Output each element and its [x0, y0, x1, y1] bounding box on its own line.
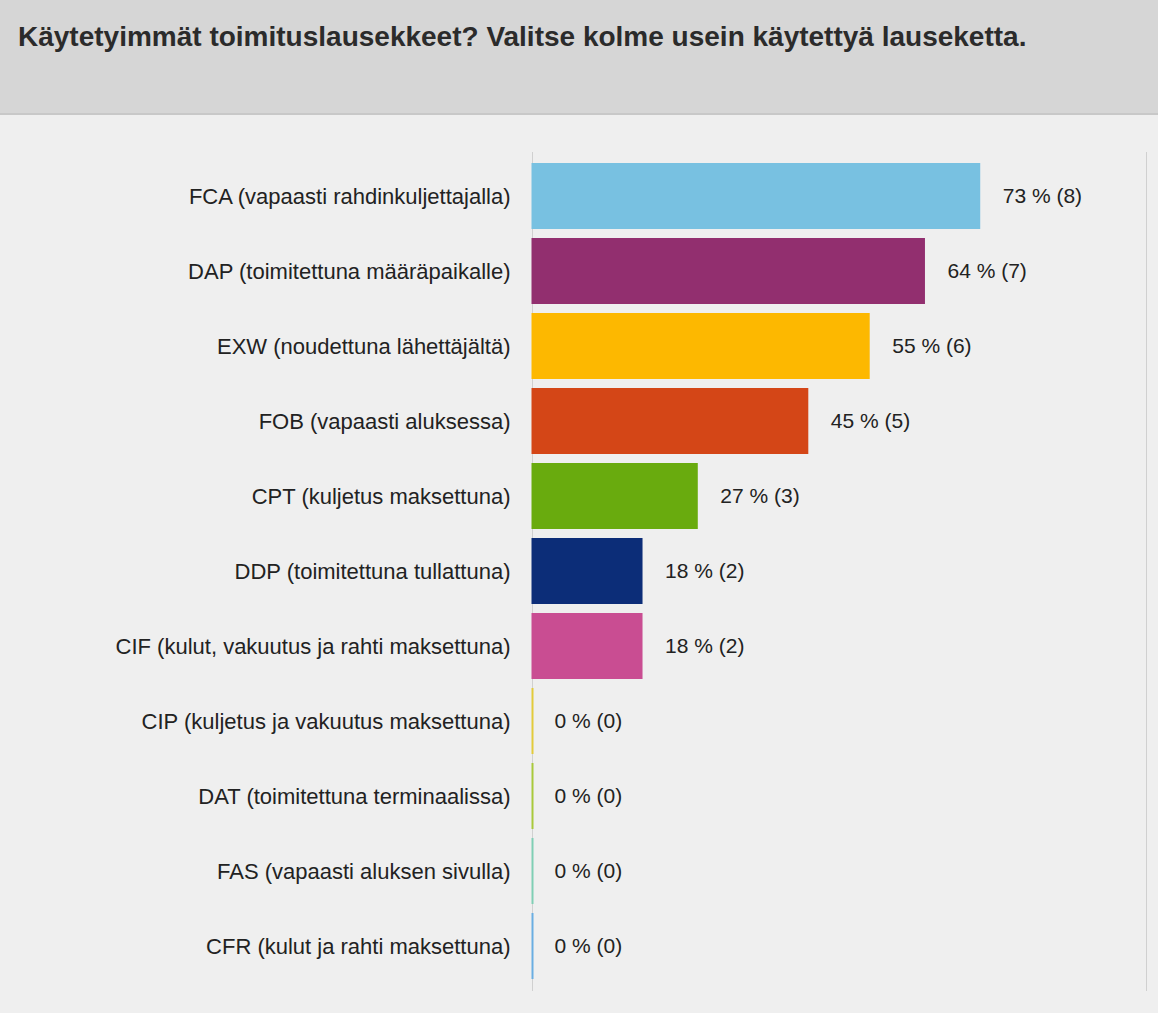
svg-text:0 % (0): 0 % (0) — [555, 859, 623, 882]
svg-text:18 % (2): 18 % (2) — [665, 634, 744, 657]
svg-text:FAS (vapaasti aluksen sivulla): FAS (vapaasti aluksen sivulla) — [217, 859, 510, 884]
svg-text:DAT (toimitettuna terminaaliss: DAT (toimitettuna terminaalissa) — [198, 784, 510, 809]
svg-text:18 % (2): 18 % (2) — [665, 559, 744, 582]
svg-text:CIF (kulut, vakuutus ja rahti: CIF (kulut, vakuutus ja rahti maksettuna… — [116, 634, 511, 659]
svg-text:45 % (5): 45 % (5) — [831, 409, 910, 432]
svg-text:EXW (noudettuna lähettäjältä): EXW (noudettuna lähettäjältä) — [217, 334, 511, 359]
svg-text:FOB (vapaasti aluksessa): FOB (vapaasti aluksessa) — [259, 409, 511, 434]
html-text:Käytetyimmät toimituslausekkee: Käytetyimmät toimituslausekkeet? Valitse… — [18, 21, 1027, 52]
svg-text:DDP (toimitettuna tullattuna): DDP (toimitettuna tullattuna) — [235, 559, 511, 584]
svg-text:FCA (vapaasti rahdinkuljettaja: FCA (vapaasti rahdinkuljettajalla) — [189, 184, 511, 209]
svg-text:73 % (8): 73 % (8) — [1003, 184, 1082, 207]
svg-text:CFR (kulut ja rahti maksettuna: CFR (kulut ja rahti maksettuna) — [206, 934, 510, 959]
svg-text:0 % (0): 0 % (0) — [555, 709, 623, 732]
svg-text:27 % (3): 27 % (3) — [720, 484, 799, 507]
svg-text:CIP (kuljetus ja vakuutus maks: CIP (kuljetus ja vakuutus maksettuna) — [142, 709, 511, 734]
svg-text:0 % (0): 0 % (0) — [555, 784, 623, 807]
svg-text:CPT (kuljetus maksettuna): CPT (kuljetus maksettuna) — [252, 484, 511, 509]
svg-text:64 % (7): 64 % (7) — [947, 259, 1026, 282]
svg-text:0 % (0): 0 % (0) — [555, 934, 623, 957]
svg-text:55 % (6): 55 % (6) — [892, 334, 971, 357]
svg-text:DAP (toimitettuna määräpaikall: DAP (toimitettuna määräpaikalle) — [188, 259, 510, 284]
